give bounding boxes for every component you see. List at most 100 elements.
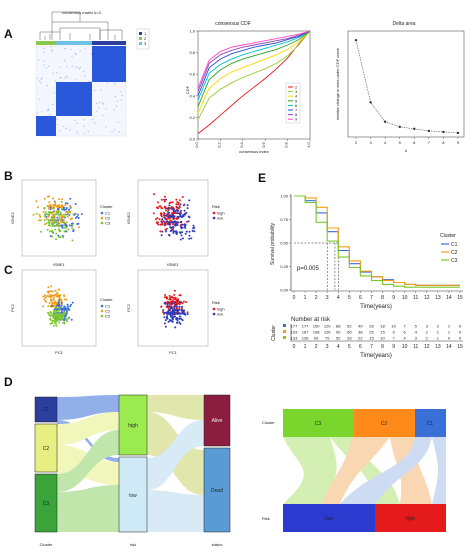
point-low bbox=[186, 207, 189, 210]
point-low bbox=[168, 302, 171, 304]
scatter-c1: PC2 PC1 Cluster C1 C2 C3 bbox=[10, 269, 113, 355]
risk-cell: 120 bbox=[324, 324, 331, 329]
point-high bbox=[163, 200, 166, 203]
point-c3 bbox=[67, 228, 70, 231]
point-high bbox=[175, 203, 178, 206]
scatter-b2-frame bbox=[137, 179, 209, 257]
point-high bbox=[164, 294, 167, 296]
heatmap-speck bbox=[105, 108, 107, 110]
point-c2 bbox=[42, 211, 45, 213]
delta-point bbox=[456, 131, 460, 135]
point-c2 bbox=[78, 226, 81, 229]
km-x-tick-label: 11 bbox=[413, 295, 418, 301]
sankey-2-label-high: high bbox=[405, 516, 415, 522]
risk-x-tick-label: 3 bbox=[326, 344, 329, 350]
flow2-c2-high bbox=[390, 437, 432, 504]
point-c3 bbox=[47, 213, 50, 216]
point-low bbox=[182, 237, 184, 240]
sankey-2-label-low: low bbox=[325, 516, 333, 522]
point-high bbox=[163, 195, 166, 198]
point-low bbox=[175, 230, 178, 233]
cdf-line-k9 bbox=[197, 30, 311, 89]
point-c2 bbox=[58, 294, 61, 297]
flow-high-alive bbox=[147, 395, 204, 420]
point-high bbox=[168, 202, 171, 205]
point-c3 bbox=[58, 218, 61, 220]
point-low bbox=[177, 309, 180, 312]
heatmap-speck bbox=[84, 48, 86, 50]
sankey-1-label-c1: C1 bbox=[43, 407, 50, 413]
point-c2 bbox=[45, 217, 48, 220]
point-c1 bbox=[57, 234, 60, 237]
point-c3 bbox=[58, 321, 61, 324]
point-c2 bbox=[66, 215, 69, 218]
point-low bbox=[168, 223, 171, 226]
point-c3 bbox=[57, 318, 60, 321]
cdf-y-tick-label: 0.8 bbox=[189, 50, 195, 55]
point-c3 bbox=[54, 213, 57, 216]
point-c1 bbox=[77, 217, 80, 219]
point-c3 bbox=[52, 317, 55, 319]
cdf-plot-frame bbox=[197, 30, 311, 140]
point-c1 bbox=[65, 314, 68, 316]
point-low bbox=[170, 216, 173, 219]
point-c2 bbox=[35, 200, 38, 203]
sankey-1-node-c2 bbox=[34, 423, 58, 473]
point-high bbox=[176, 218, 178, 220]
risk-cell: 9 bbox=[392, 330, 395, 335]
risk-cell: 187 bbox=[302, 330, 309, 335]
point-low bbox=[178, 321, 181, 324]
point-c1 bbox=[50, 305, 53, 308]
point-c2 bbox=[48, 201, 51, 204]
point-low bbox=[171, 302, 174, 305]
panel-d-label: D bbox=[4, 375, 13, 389]
sankey-1-node-c3 bbox=[34, 473, 58, 533]
point-c3 bbox=[59, 213, 62, 216]
point-high bbox=[164, 206, 167, 209]
risk-cell: 52 bbox=[336, 336, 341, 341]
point-low bbox=[169, 305, 171, 308]
risk-cell: 3 bbox=[426, 324, 429, 329]
point-low bbox=[175, 318, 178, 321]
scatter-b2: tSNE2 tSNE1 Risk high low bbox=[126, 179, 225, 267]
point-c3 bbox=[43, 213, 46, 216]
heatmap-speck bbox=[101, 102, 103, 104]
point-c2 bbox=[47, 305, 50, 308]
delta-x-tick-label: 2 bbox=[355, 140, 358, 145]
point-c3 bbox=[53, 225, 56, 228]
cdf-x-tick-label: 0.2 bbox=[216, 141, 221, 147]
point-c1 bbox=[66, 305, 69, 308]
point-c3 bbox=[58, 309, 60, 312]
heatmap-speck bbox=[102, 103, 104, 105]
flow-low-alive bbox=[147, 420, 204, 490]
point-c2 bbox=[48, 302, 51, 305]
heatmap-speck bbox=[117, 121, 119, 123]
km-x-tick-label: 4 bbox=[337, 295, 340, 301]
heatmap-speck bbox=[117, 100, 119, 102]
point-low bbox=[182, 214, 185, 217]
scatter-c1-legend-c1: C1 bbox=[105, 304, 111, 309]
point-c1 bbox=[71, 301, 74, 304]
point-c2 bbox=[53, 296, 55, 299]
heatmap-speck bbox=[76, 131, 78, 133]
point-c1 bbox=[49, 235, 52, 238]
point-high bbox=[156, 217, 159, 219]
scatter-b1-legend-dot-c3 bbox=[100, 221, 104, 225]
point-high bbox=[177, 302, 180, 305]
point-high bbox=[171, 201, 174, 204]
delta-x-tick-label: 7 bbox=[428, 140, 431, 145]
scatter-b1-legend-dot-c2 bbox=[100, 216, 104, 220]
heatmap-speck bbox=[114, 82, 116, 84]
point-low bbox=[166, 210, 169, 213]
point-high bbox=[168, 217, 171, 220]
point-c1 bbox=[64, 202, 67, 205]
point-c1 bbox=[65, 207, 68, 209]
point-c3 bbox=[48, 224, 51, 227]
heatmap-speck bbox=[83, 70, 85, 72]
heatmap-block-1 bbox=[36, 116, 56, 136]
risk-cell: 25 bbox=[369, 330, 374, 335]
delta-plot-frame bbox=[347, 30, 465, 138]
point-low bbox=[165, 230, 168, 233]
